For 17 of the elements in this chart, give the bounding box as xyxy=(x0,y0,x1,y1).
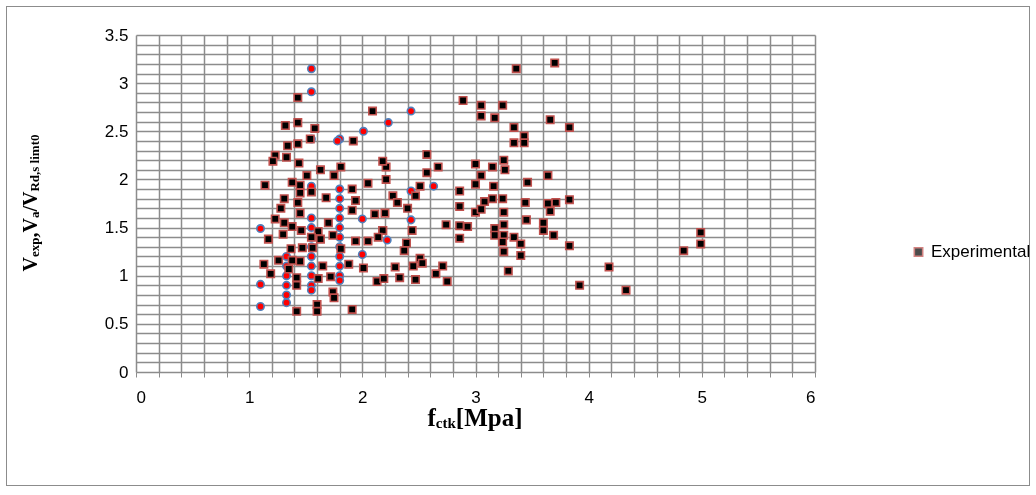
x-tick-label: 3 xyxy=(471,387,481,407)
y-tick-label: 3 xyxy=(119,73,129,93)
x-tick-label: 6 xyxy=(806,387,816,407)
legend-label: Experimental xyxy=(931,242,1031,261)
x-axis-title: f$_{ctk}$[Mpa] xyxy=(427,404,523,432)
x-tick-label: 0 xyxy=(136,387,146,407)
x-tick-label: 5 xyxy=(697,387,708,407)
y-tick-label: 1.5 xyxy=(104,218,129,238)
x-tick-label: 1 xyxy=(244,387,255,407)
y-tick-label: 3.5 xyxy=(104,25,129,45)
y-tick-label: 1 xyxy=(119,266,129,286)
x-tick-label: 2 xyxy=(358,387,368,407)
y-tick-label: 2.5 xyxy=(104,121,129,141)
y-tick-label: 0.5 xyxy=(104,314,129,334)
x-tick-label: 4 xyxy=(584,387,594,407)
y-tick-label: 0 xyxy=(119,362,129,382)
y-tick-label: 2 xyxy=(119,169,129,189)
